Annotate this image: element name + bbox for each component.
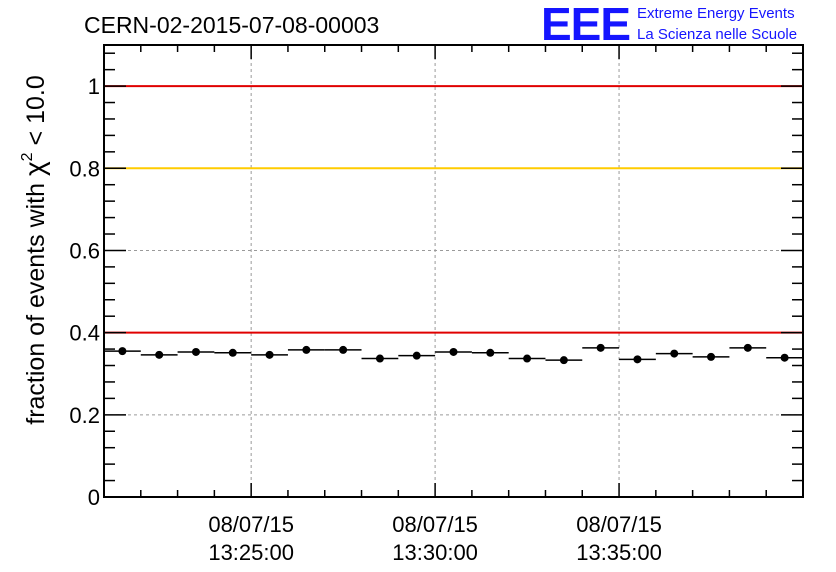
axes (103, 44, 804, 498)
data-point (375, 354, 384, 363)
eee-logo-mark: EEE (541, 0, 630, 50)
eee-logo: EEE Extreme Energy Events La Scienza nel… (541, 0, 797, 50)
y-axis-label: fraction of events with χ2 < 10.0 (19, 75, 50, 425)
data-point (523, 354, 532, 363)
data-point (743, 343, 752, 352)
data-point (412, 351, 421, 360)
plot-frame (103, 44, 804, 498)
data-point (559, 356, 568, 365)
data-point (228, 348, 237, 357)
y-axis-label-prefix: fraction of events with (22, 176, 50, 425)
y-axis-label-symbol: χ (19, 161, 50, 176)
chart-title: CERN-02-2015-07-08-00003 (84, 12, 379, 38)
data-point (339, 345, 348, 354)
data-point (191, 347, 200, 356)
x-tick-labels: 08/07/15 13:25:00 08/07/15 13:30:00 08/07/15… (208, 512, 662, 565)
data-point (265, 350, 274, 359)
y-tick-label: 0.8 (69, 156, 100, 181)
x-tick-date-label: 08/07/15 (392, 512, 478, 537)
data-point (596, 343, 605, 352)
data-point (707, 352, 716, 361)
y-tick-label: 1 (88, 74, 100, 99)
eee-logo-line2: La Scienza nelle Scuole (637, 26, 797, 43)
data-points (104, 343, 803, 365)
data-point (302, 345, 311, 354)
data-point (633, 355, 642, 364)
x-tick-date-label: 08/07/15 (208, 512, 294, 537)
x-tick-time-label: 13:25:00 (208, 540, 294, 565)
x-tick-time-label: 13:30:00 (392, 540, 478, 565)
y-tick-labels: 0 0.2 0.4 0.6 0.8 1 (69, 74, 100, 510)
data-point (670, 349, 679, 358)
data-point (118, 347, 127, 356)
y-axis-label-superscript: 2 (19, 152, 36, 161)
data-point (449, 347, 458, 356)
reference-lines (104, 85, 803, 334)
x-tick-date-label: 08/07/15 (576, 512, 662, 537)
data-point (780, 353, 789, 362)
y-axis-label-suffix: < 10.0 (22, 75, 50, 152)
y-tick-label: 0 (88, 485, 100, 510)
y-tick-label: 0.4 (69, 321, 100, 346)
x-tick-time-label: 13:35:00 (576, 540, 662, 565)
data-point (486, 348, 495, 357)
y-tick-label: 0.2 (69, 403, 100, 428)
data-point (155, 350, 164, 359)
eee-logo-line1: Extreme Energy Events (637, 5, 795, 22)
y-tick-label: 0.6 (69, 238, 100, 263)
